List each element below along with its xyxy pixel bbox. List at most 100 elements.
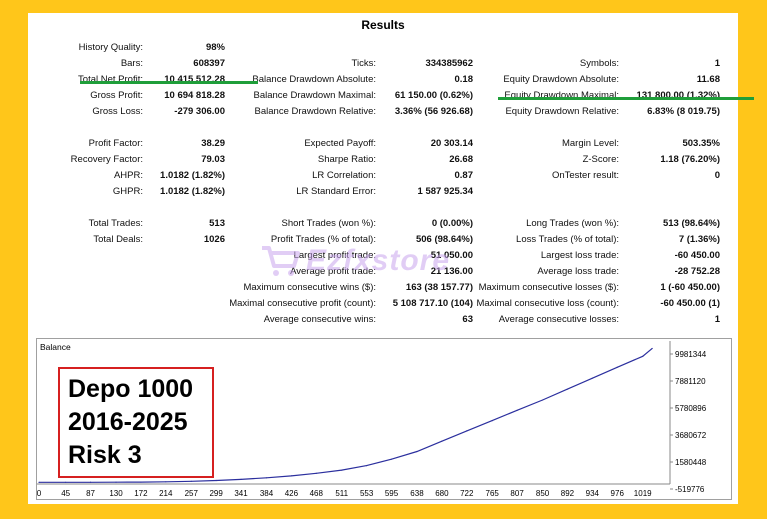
z-score-label: Z-Score:: [582, 154, 619, 165]
x-tick-label: 680: [435, 489, 449, 498]
ghpr-label: GHPR:: [112, 186, 143, 197]
balance-drawdown-maximal-value: 61 150.00 (0.62%): [394, 90, 473, 101]
x-tick-label: 172: [134, 489, 148, 498]
x-tick-label: 934: [586, 489, 600, 498]
history-quality-label: History Quality:: [78, 42, 143, 53]
shopping-cart-icon: [262, 246, 300, 276]
x-tick-label: 638: [410, 489, 424, 498]
sharpe-ratio-label: Sharpe Ratio:: [317, 154, 376, 165]
x-tick-label: 511: [335, 489, 348, 498]
short-trades-won-value: 0 (0.00%): [431, 218, 473, 229]
profit-trades-of-total-label: Profit Trades (% of total):: [270, 234, 376, 245]
gross-profit-value: 10 694 818.28: [164, 90, 225, 101]
balance-point: [390, 458, 393, 460]
x-tick-label: 850: [536, 489, 550, 498]
equity-drawdown-maximal-label: Equity Drawdown Maximal:: [504, 90, 619, 101]
y-tick-label: 5780896: [675, 404, 707, 413]
y-tick-label: 3680672: [675, 431, 707, 440]
ahpr-value: 1.0182 (1.82%): [160, 170, 225, 181]
balance-point: [165, 481, 167, 483]
balance-point: [642, 355, 644, 357]
lr-correlation-label: LR Correlation:: [312, 170, 376, 181]
balance-drawdown-relative-value: 3.36% (56 926.68): [394, 106, 473, 117]
balance-point: [240, 478, 242, 480]
balance-point: [265, 477, 268, 479]
largest-loss-trade-label: Largest loss trade:: [540, 250, 619, 261]
balance-point: [566, 388, 569, 390]
symbols-value: 1: [714, 58, 720, 69]
ticks-label: Ticks:: [351, 58, 376, 69]
expected-payoff-label: Expected Payoff:: [304, 138, 376, 149]
margin-level-value: 503.35%: [682, 138, 720, 149]
equity-drawdown-absolute-label: Equity Drawdown Absolute:: [503, 74, 619, 85]
maximal-consecutive-loss-count-label: Maximal consecutive loss (count):: [476, 298, 619, 309]
margin-level-label: Margin Level:: [561, 138, 619, 149]
x-tick-label: 45: [61, 489, 70, 498]
equity-drawdown-maximal-value: 131 800.00 (1.32%): [636, 90, 720, 101]
y-tick-label: 1580448: [675, 458, 707, 467]
balance-point: [140, 481, 142, 483]
x-tick-label: 595: [385, 489, 399, 498]
ticks-value: 334385962: [425, 58, 473, 69]
gross-loss-label: Gross Loss:: [92, 106, 143, 117]
total-deals-label: Total Deals:: [93, 234, 143, 245]
bars-value: 608397: [193, 58, 225, 69]
balance-point: [516, 409, 518, 411]
balance-line: [39, 347, 653, 483]
x-tick-label: 130: [109, 489, 123, 498]
balance-point: [416, 450, 418, 453]
balance-point: [65, 481, 67, 483]
watermark-text: Ezfxstore: [306, 244, 451, 277]
balance-drawdown-relative-label: Balance Drawdown Relative:: [254, 106, 376, 117]
average-profit-trade-value: 21 136.00: [430, 266, 473, 277]
maximal-consecutive-loss-count-value: -60 450.00 (1): [660, 298, 720, 309]
x-tick-label: 722: [460, 489, 474, 498]
note-line-deposit: Depo 1000: [68, 375, 194, 403]
total-net-profit-label: Total Net Profit:: [78, 74, 143, 85]
x-tick-label: 807: [510, 489, 524, 498]
x-tick-label: 892: [561, 489, 575, 498]
history-quality-value: 98%: [205, 42, 225, 53]
recovery-factor-label: Recovery Factor:: [70, 154, 143, 165]
short-trades-won-label: Short Trades (won %):: [281, 218, 376, 229]
expected-payoff-value: 20 303.14: [430, 138, 473, 149]
profit-factor-label: Profit Factor:: [88, 138, 143, 149]
ahpr-label: AHPR:: [113, 170, 143, 181]
balance-point: [215, 479, 217, 482]
ontester-result-label: OnTester result:: [551, 170, 619, 181]
average-consecutive-losses-label: Average consecutive losses:: [498, 314, 619, 325]
ghpr-value: 1.0182 (1.82%): [160, 186, 225, 197]
total-net-profit-value: 10 415 512.28: [164, 74, 225, 85]
balance-point: [491, 420, 493, 422]
total-deals-value: 1026: [203, 234, 225, 245]
x-tick-label: 384: [260, 489, 274, 498]
sharpe-ratio-value: 26.68: [449, 154, 473, 165]
balance-point: [290, 475, 292, 477]
total-net-profit-highlight: [80, 81, 258, 84]
average-consecutive-losses-value: 1: [714, 314, 720, 325]
y-tick-label: -519776: [675, 485, 705, 494]
balance-point: [651, 347, 653, 350]
balance-point: [591, 377, 593, 379]
balance-point: [541, 399, 544, 401]
note-line-period: 2016-2025: [68, 408, 188, 436]
bars-label: Bars:: [120, 58, 143, 69]
balance-point: [366, 465, 368, 467]
z-score-value: 1.18 (76.20%): [660, 154, 720, 165]
balance-drawdown-absolute-label: Balance Drawdown Absolute:: [252, 74, 376, 85]
note-line-risk: Risk 3: [68, 441, 142, 469]
balance-point: [341, 469, 343, 471]
gross-profit-label: Gross Profit:: [90, 90, 143, 101]
balance-chart-svg: 9981344 7881120 5780896 3680672 1580448 -5197…: [37, 341, 707, 498]
equity-drawdown-relative-value: 6.83% (8 019.75): [647, 106, 720, 117]
average-consecutive-wins-label: Average consecutive wins:: [263, 314, 376, 325]
x-tick-label: 765: [486, 489, 500, 498]
equity-drawdown-absolute-value: 11.68: [696, 74, 720, 85]
long-trades-won-value: 513 (98.64%): [662, 218, 720, 229]
x-tick-label: 426: [285, 489, 299, 498]
lr-standard-error-value: 1 587 925.34: [417, 186, 473, 197]
balance-point: [616, 366, 618, 368]
average-profit-trade-label: Average profit trade:: [290, 266, 376, 277]
x-tick-label: 468: [310, 489, 324, 498]
maximum-consecutive-wins-value: 163 (38 157.77): [405, 282, 473, 293]
